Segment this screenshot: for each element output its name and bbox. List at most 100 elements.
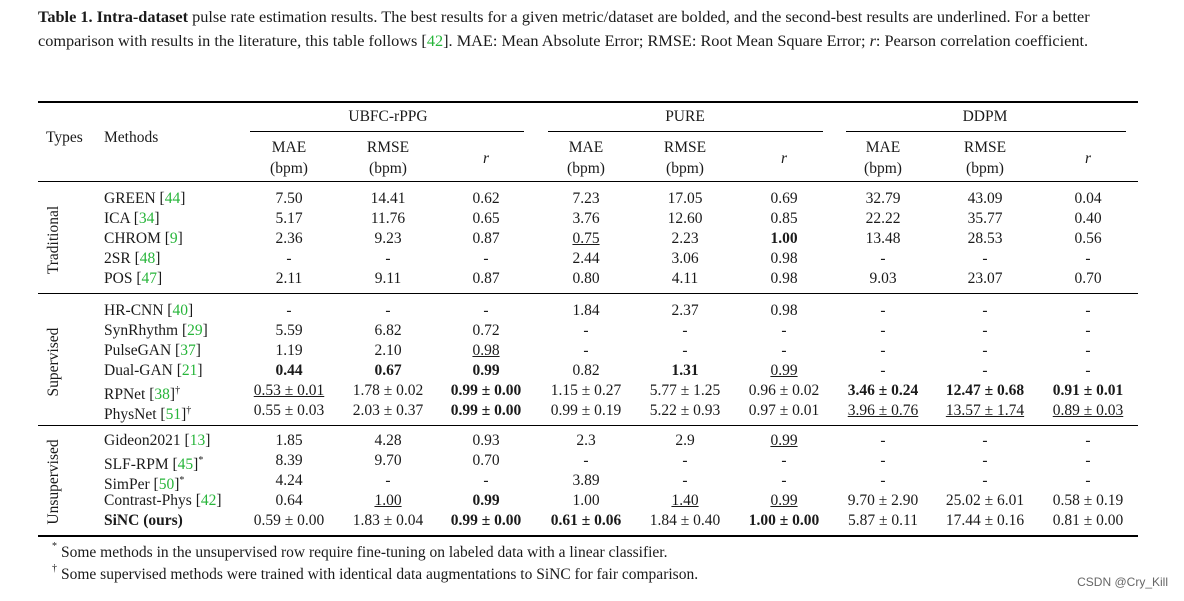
- metric-unit: (bpm): [666, 160, 704, 177]
- table-cell: -: [483, 250, 489, 267]
- method-label: Contrast-Phys: [104, 492, 192, 509]
- caption-text2: ]. MAE: Mean Absolute Error; RMSE: Root …: [443, 30, 870, 50]
- table-cell: 1.31: [671, 362, 699, 379]
- table-cell: 0.75: [572, 230, 600, 247]
- citation-link[interactable]: 42: [200, 492, 217, 509]
- table-cell: 0.67: [374, 362, 402, 379]
- method-label: POS: [104, 270, 133, 287]
- bracket: [: [191, 492, 201, 509]
- bracket: [: [168, 456, 178, 474]
- table-cell: 2.9: [675, 432, 695, 449]
- dataset-header: UBFC-rPPG: [348, 108, 428, 125]
- citation-link[interactable]: 40: [172, 302, 188, 319]
- table-cell: -: [1085, 432, 1091, 449]
- table-cell: 4.11: [671, 270, 699, 287]
- bracket: [: [130, 250, 140, 267]
- table-cell: -: [483, 472, 489, 489]
- table-cell: 0.99 ± 0.00: [450, 402, 522, 419]
- table-cell: 12.60: [667, 210, 703, 227]
- table-cell: 0.69: [770, 190, 798, 207]
- table-cell: -: [880, 432, 886, 449]
- table-cell: 0.65: [472, 210, 500, 227]
- table-cell: 5.59: [275, 322, 303, 339]
- table-cell: 0.98: [770, 270, 798, 287]
- bracket: ]: [193, 456, 199, 474]
- table-cell: -: [781, 322, 787, 339]
- bracket: [: [149, 476, 159, 494]
- citation-link[interactable]: 21: [181, 362, 198, 379]
- table-cell: 0.81 ± 0.00: [1052, 512, 1124, 529]
- method-label: GREEN: [104, 190, 156, 207]
- table-cell: -: [880, 362, 886, 379]
- table-cell: -: [982, 432, 988, 449]
- table-cell: 9.70 ± 2.90: [847, 492, 919, 509]
- table-cell: 1.15 ± 0.27: [550, 382, 622, 399]
- citation-link[interactable]: 51: [165, 406, 182, 424]
- citation-link[interactable]: 37: [180, 342, 196, 359]
- citation-link[interactable]: 47: [141, 270, 157, 287]
- footnote-marker: *: [198, 455, 204, 466]
- table-cell: 0.98: [472, 342, 500, 359]
- table-cell: 0.93: [472, 432, 500, 449]
- table-cell: -: [583, 342, 589, 359]
- table-cell: 0.82: [572, 362, 600, 379]
- bracket: ]: [205, 432, 211, 449]
- table-cell: -: [682, 472, 688, 489]
- table-cell: -: [880, 452, 886, 469]
- table-cell: 3.46 ± 0.24: [847, 382, 919, 399]
- table-cell: -: [682, 452, 688, 469]
- table-cell: 1.00: [770, 230, 798, 247]
- citation-link[interactable]: 34: [138, 210, 155, 227]
- table-cell: 0.98: [770, 250, 798, 267]
- metric-unit: (bpm): [270, 160, 308, 177]
- citation-link[interactable]: 29: [187, 322, 203, 339]
- table-cell: 3.76: [572, 210, 600, 227]
- method-name: Dual-GAN [21]: [104, 362, 203, 380]
- citation-link[interactable]: 44: [164, 190, 181, 207]
- method-label: RPNet: [104, 386, 146, 404]
- footnote-1: * Some methods in the unsupervised row re…: [52, 541, 667, 562]
- table-cell: -: [880, 322, 886, 339]
- header-methods: Methods: [104, 129, 159, 146]
- footnote-2-mark: †: [52, 563, 57, 574]
- table-cell: 23.07: [967, 270, 1003, 287]
- citation-link[interactable]: 45: [177, 456, 194, 474]
- metric-unit: (bpm): [966, 160, 1004, 177]
- table-cell: 14.41: [370, 190, 406, 207]
- citation-link[interactable]: 13: [189, 432, 206, 449]
- metric-header: r: [780, 150, 788, 167]
- bracket: ]: [197, 362, 203, 379]
- caption-bold: Intra-dataset: [96, 7, 189, 26]
- table-cell: -: [1085, 302, 1091, 319]
- citation-link[interactable]: 38: [154, 386, 170, 404]
- table-header-rule: [38, 181, 1138, 182]
- table-cell: 22.22: [865, 210, 901, 227]
- citation-link[interactable]: 9: [169, 230, 178, 247]
- table-cell: -: [982, 342, 988, 359]
- table-cell: 28.53: [967, 230, 1003, 247]
- caption-ref-link[interactable]: 42: [426, 30, 444, 50]
- footnote-marker: †: [175, 385, 181, 396]
- method-name: PhysNet [51]†: [104, 402, 191, 424]
- footnote-marker: *: [179, 475, 185, 486]
- section-divider-2: [38, 425, 1138, 426]
- table-cell: -: [880, 250, 886, 267]
- citation-link[interactable]: 50: [158, 476, 175, 494]
- method-name: PulseGAN [37]: [104, 342, 201, 360]
- table-cell: 1.83 ± 0.04: [352, 512, 424, 529]
- method-name: SiNC (ours): [104, 512, 183, 530]
- method-label: SynRhythm: [104, 322, 179, 339]
- bracket: ]: [174, 476, 180, 494]
- metric-header: RMSE: [663, 139, 707, 156]
- bracket: ]: [202, 322, 208, 339]
- metric-header: RMSE: [366, 139, 410, 156]
- bracket: [: [160, 230, 170, 247]
- method-name: HR-CNN [40]: [104, 302, 193, 320]
- table-cell: -: [781, 472, 787, 489]
- table-cell: -: [583, 322, 589, 339]
- citation-link[interactable]: 48: [139, 250, 156, 267]
- method-label: CHROM: [104, 230, 161, 247]
- table-cell: 5.77 ± 1.25: [649, 382, 721, 399]
- method-label: SLF-RPM: [104, 456, 169, 474]
- table-cell: 0.99: [770, 492, 798, 509]
